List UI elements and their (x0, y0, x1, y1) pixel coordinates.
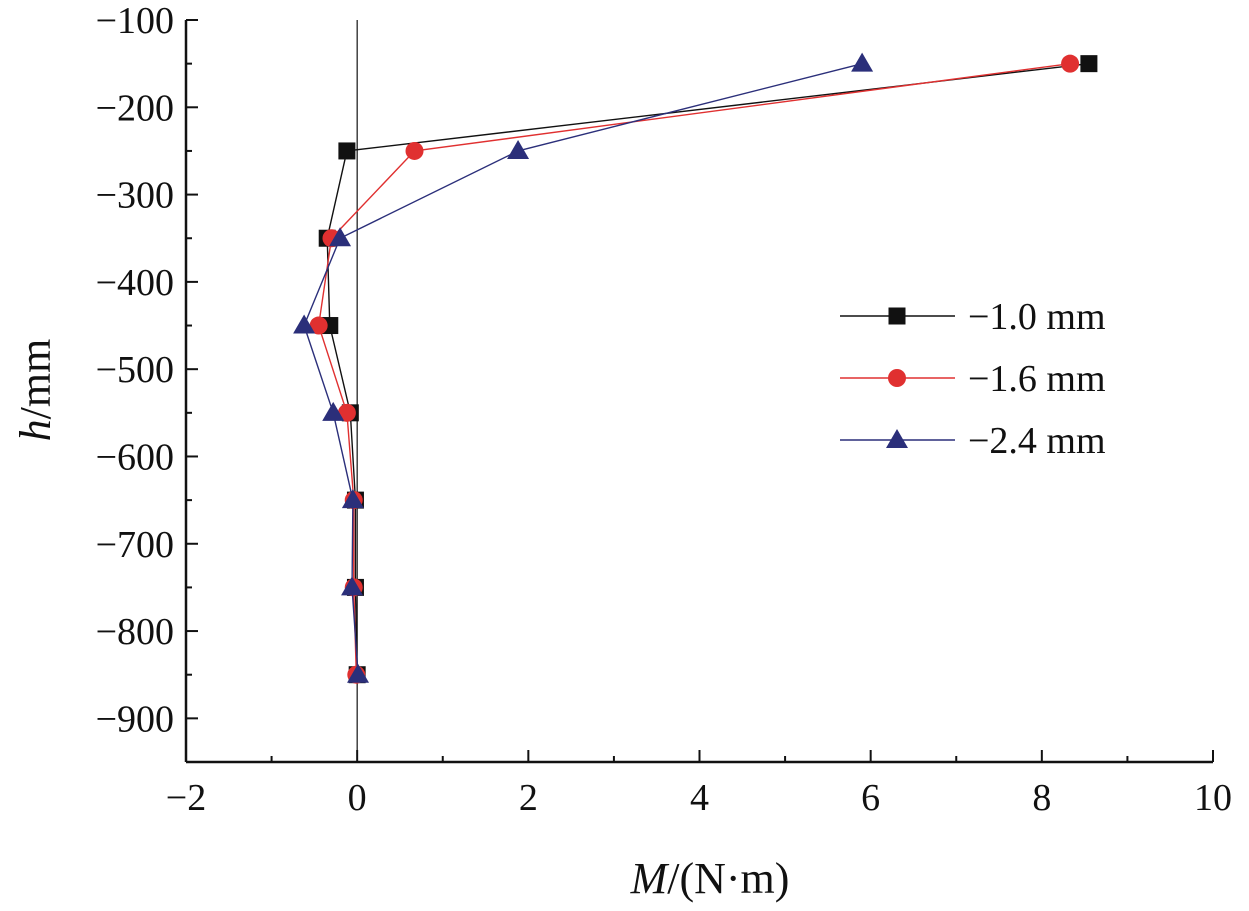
x-tick-label: 2 (519, 777, 538, 819)
legend-label: −2.4 mm (968, 420, 1106, 462)
legend: −1.0 mm −1.6 mm −2.4 mm (840, 296, 1106, 462)
series-point (293, 314, 316, 334)
series-line (326, 62, 1089, 675)
y-tick-label: −300 (96, 175, 174, 217)
x-tick-label: −2 (166, 777, 206, 819)
series-3 (293, 52, 874, 683)
x-axis-title: M/(N·m) (630, 854, 790, 903)
legend-label: −1.0 mm (968, 296, 1106, 338)
y-tick-label: −100 (96, 0, 174, 42)
series-2 (309, 54, 1080, 684)
series-point (507, 139, 530, 159)
y-tick-label: −600 (96, 436, 174, 478)
legend-marker (888, 369, 906, 387)
series-point (329, 227, 352, 247)
legend-label: −1.6 mm (968, 358, 1106, 400)
series-line (317, 62, 1071, 675)
y-tick-label: −400 (96, 262, 174, 304)
series-point (337, 403, 356, 422)
y-tick-label: −900 (96, 698, 174, 740)
x-axis-title-unit: /(N·m) (667, 854, 789, 903)
x-tick-label: 0 (348, 777, 367, 819)
series-point (341, 489, 364, 509)
series-line (303, 62, 863, 675)
series-point (309, 316, 328, 335)
y-tick-label: −800 (96, 611, 174, 653)
x-tick-label: 6 (861, 777, 880, 819)
series-point (1080, 55, 1098, 73)
x-tick-label: 10 (1194, 777, 1232, 819)
y-tick-label: −500 (96, 349, 174, 391)
series-point (341, 576, 364, 596)
y-axis-title: h/mm (11, 339, 60, 442)
series-point (347, 663, 370, 683)
series-layer (293, 52, 1098, 684)
series-point (1061, 54, 1080, 73)
series-point (322, 401, 345, 421)
series-point (405, 141, 424, 160)
y-tick-label: −700 (96, 524, 174, 566)
axes: −2 0 2 4 6 8 10 −100 −200 −300 −400 −500 −600 −700 −80… (96, 0, 1232, 819)
series-point (851, 52, 874, 72)
legend-marker (888, 307, 906, 325)
legend-marker (886, 429, 908, 448)
y-axis-title-symbol: h (11, 419, 60, 441)
y-axis-title-unit: /mm (11, 339, 60, 420)
x-tick-label: 4 (690, 777, 709, 819)
y-tick-label: −200 (96, 87, 174, 129)
x-tick-label: 8 (1032, 777, 1051, 819)
x-axis-title-symbol: M (630, 854, 670, 903)
series-point (338, 142, 356, 160)
